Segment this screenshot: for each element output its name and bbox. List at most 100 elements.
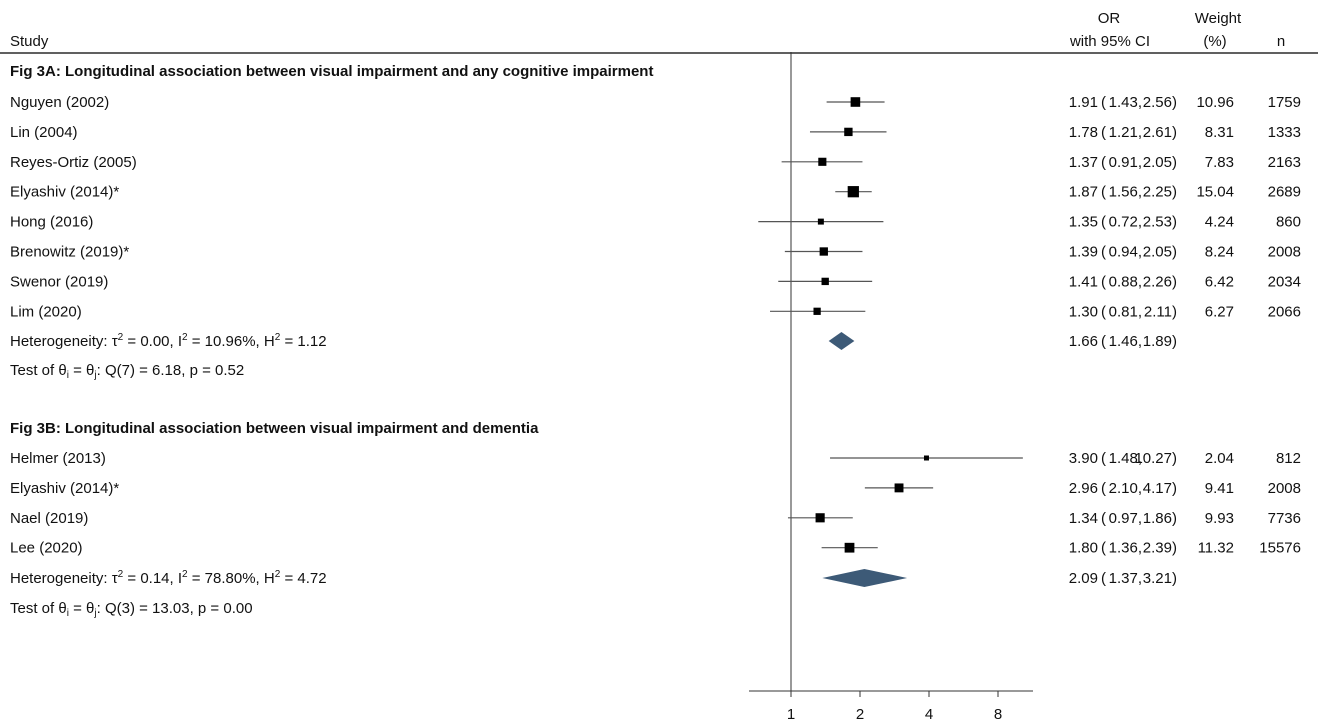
heterogeneity-prefix: Heterogeneity: τ (10, 333, 118, 350)
header-weight-unit: (%) (1203, 33, 1226, 50)
weight-value: 9.41 (1205, 480, 1234, 497)
n-value: 1333 (1268, 124, 1301, 141)
n-value: 2163 (1268, 154, 1301, 171)
x-tick-label: 8 (994, 706, 1002, 723)
test-prefix: Test of θ (10, 600, 67, 617)
ci-upper: 2.61) (1143, 124, 1177, 141)
weight-value: 7.83 (1205, 154, 1234, 171)
point-estimate-marker (844, 542, 855, 553)
header-n: n (1277, 33, 1285, 50)
ci-upper: 2.26) (1143, 273, 1177, 290)
homogeneity-test-text: Test of θi = θj: Q(3) = 13.03, p = 0.00 (10, 600, 253, 619)
ci-lower: 0.72, (1109, 214, 1142, 231)
study-label: Elyashiv (2014)* (10, 480, 119, 497)
subscript: j (93, 608, 96, 619)
n-value: 2066 (1268, 303, 1301, 320)
or-value: 1.34 (1069, 510, 1098, 527)
ci-open-paren: ( (1101, 510, 1106, 527)
or-value: 1.37 (1069, 154, 1098, 171)
ci-upper: 2.53) (1143, 214, 1177, 231)
x-tick-label: 1 (787, 706, 795, 723)
ci-open-paren: ( (1101, 570, 1106, 587)
weight-value: 9.93 (1205, 510, 1234, 527)
n-value: 15576 (1259, 540, 1301, 557)
ci-lower: 0.94, (1109, 244, 1142, 261)
weight-value: 4.24 (1205, 214, 1234, 231)
h2-value: = 4.72 (280, 570, 326, 587)
study-label: Reyes-Ortiz (2005) (10, 154, 137, 171)
or-value: 3.90 (1069, 450, 1098, 467)
ci-lower: 1.48, (1109, 450, 1142, 467)
header-study: Study (10, 33, 49, 50)
test-mid: = θ (69, 362, 94, 379)
weight-value: 2.04 (1205, 450, 1234, 467)
point-estimate-marker (817, 218, 824, 225)
ci-upper: 2.25) (1143, 184, 1177, 201)
h2-value: = 1.12 (280, 333, 326, 350)
pooled-or-value: 2.09 (1069, 570, 1098, 587)
n-value: 1759 (1268, 94, 1301, 111)
ci-upper: 2.11) (1144, 303, 1177, 320)
group-a-title: Fig 3A: Longitudinal association between… (10, 63, 653, 80)
n-value: 2689 (1268, 184, 1301, 201)
point-estimate-marker (847, 186, 859, 198)
ci-open-paren: ( (1101, 303, 1106, 320)
pooled-ci-lower: 1.46, (1109, 333, 1142, 350)
tau-value: = 0.14, I (123, 570, 182, 587)
ci-lower: 0.88, (1109, 273, 1142, 290)
heterogeneity-prefix: Heterogeneity: τ (10, 570, 118, 587)
ci-open-paren: ( (1101, 480, 1106, 497)
subscript: i (67, 608, 69, 619)
study-label: Lin (2004) (10, 124, 78, 141)
i2-value: = 78.80%, H (188, 570, 275, 587)
n-value: 812 (1276, 450, 1301, 467)
weight-value: 8.24 (1205, 244, 1234, 261)
n-value: 2034 (1268, 273, 1301, 290)
ci-upper: 2.39) (1143, 540, 1177, 557)
or-value: 1.80 (1069, 540, 1098, 557)
ci-open-paren: ( (1101, 214, 1106, 231)
group-b-title: Fig 3B: Longitudinal association between… (10, 420, 539, 437)
header-ci: with 95% CI (1069, 33, 1150, 50)
study-label: Nael (2019) (10, 510, 88, 527)
study-label: Brenowitz (2019)* (10, 244, 129, 261)
or-value: 1.35 (1069, 214, 1098, 231)
test-rest: : Q(3) = 13.03, p = 0.00 (97, 600, 253, 617)
ci-open-paren: ( (1101, 94, 1106, 111)
superscript: 2 (118, 569, 124, 580)
x-tick-label: 4 (925, 706, 933, 723)
or-value: 1.30 (1069, 303, 1098, 320)
test-mid: = θ (69, 600, 94, 617)
ci-open-paren: ( (1101, 124, 1106, 141)
study-label: Nguyen (2002) (10, 94, 109, 111)
ci-lower: 0.81, (1109, 303, 1142, 320)
or-value: 1.91 (1069, 94, 1098, 111)
point-estimate-marker (821, 277, 829, 286)
point-estimate-marker (819, 247, 828, 256)
weight-value: 6.42 (1205, 273, 1234, 290)
pooled-ci-lower: 1.37, (1109, 570, 1142, 587)
superscript: 2 (275, 569, 281, 580)
superscript: 2 (182, 332, 188, 343)
ci-open-paren: ( (1101, 450, 1106, 467)
weight-value: 6.27 (1205, 303, 1234, 320)
ci-lower: 2.10, (1109, 480, 1142, 497)
ci-lower: 1.43, (1109, 94, 1142, 111)
study-label: Swenor (2019) (10, 273, 108, 290)
ci-lower: 1.21, (1109, 124, 1142, 141)
weight-value: 15.04 (1196, 184, 1234, 201)
homogeneity-test-text: Test of θi = θj: Q(7) = 6.18, p = 0.52 (10, 362, 244, 381)
subscript: i (67, 370, 69, 381)
point-estimate-marker (813, 307, 821, 315)
n-value: 2008 (1268, 244, 1301, 261)
i2-value: = 10.96%, H (188, 333, 275, 350)
or-value: 1.41 (1069, 273, 1098, 290)
pooled-estimate-diamond (828, 332, 855, 350)
ci-upper: 2.05) (1143, 154, 1177, 171)
superscript: 2 (182, 569, 188, 580)
study-label: Elyashiv (2014)* (10, 184, 119, 201)
ci-upper: 2.56) (1143, 94, 1177, 111)
pooled-or-value: 1.66 (1069, 333, 1098, 350)
x-tick-label: 2 (856, 706, 864, 723)
